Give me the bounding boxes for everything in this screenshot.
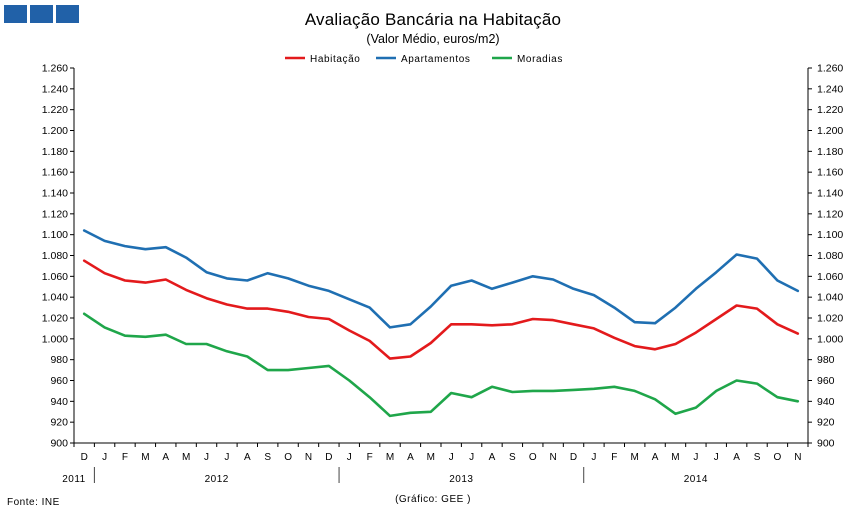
x-tick-label: O bbox=[284, 452, 292, 463]
y-tick-label: 960 bbox=[817, 375, 835, 387]
y-tick-label: 920 bbox=[817, 417, 835, 429]
x-tick-label: D bbox=[81, 452, 88, 463]
y-tick-label: 1.260 bbox=[817, 63, 843, 75]
y-tick-label: 900 bbox=[50, 438, 68, 450]
y-tick-label: 1.100 bbox=[817, 229, 843, 241]
y-tick-label: 1.240 bbox=[42, 83, 68, 95]
y-tick-label: 1.080 bbox=[42, 250, 68, 262]
year-label: 2014 bbox=[684, 474, 708, 485]
chart-credit: (Gráfico: GEE ) bbox=[395, 494, 471, 505]
x-tick-label: D bbox=[570, 452, 577, 463]
source-note: Fonte: INE bbox=[7, 497, 60, 508]
x-tick-label: M bbox=[427, 452, 435, 463]
x-tick-label: N bbox=[550, 452, 557, 463]
year-label: 2013 bbox=[449, 474, 473, 485]
y-tick-label: 1.220 bbox=[817, 104, 843, 116]
series-line-moradias bbox=[82, 312, 800, 418]
x-tick-label: D bbox=[325, 452, 332, 463]
y-tick-label: 960 bbox=[50, 375, 68, 387]
y-tick-label: 1.040 bbox=[817, 292, 843, 304]
y-tick-label: 1.200 bbox=[817, 125, 843, 137]
y-tick-label: 1.000 bbox=[42, 333, 68, 345]
year-label: 2012 bbox=[205, 474, 229, 485]
y-tick-label: 1.180 bbox=[817, 146, 843, 158]
y-tick-label: 1.060 bbox=[817, 271, 843, 283]
y-tick-label: 1.100 bbox=[42, 229, 68, 241]
y-tick-label: 920 bbox=[50, 417, 68, 429]
x-tick-label: M bbox=[141, 452, 149, 463]
y-tick-label: 1.120 bbox=[42, 208, 68, 220]
y-tick-label: 900 bbox=[817, 438, 835, 450]
y-axis-right: 900 920 940 960 980 1.000 1.020 1.040 1.060 1.080… bbox=[808, 63, 843, 450]
legend-label: Apartamentos bbox=[401, 54, 470, 65]
series-line-habitacao bbox=[82, 259, 800, 360]
logo-block bbox=[56, 5, 79, 23]
x-tick-label: J bbox=[224, 452, 229, 463]
logo-block bbox=[30, 5, 53, 23]
y-tick-label: 1.260 bbox=[42, 63, 68, 75]
x-tick-label: A bbox=[407, 452, 414, 463]
y-tick-label: 1.140 bbox=[817, 188, 843, 200]
x-tick-label: M bbox=[631, 452, 639, 463]
x-tick-label: O bbox=[529, 452, 537, 463]
chart-title: Avaliação Bancária na Habitação bbox=[304, 10, 562, 29]
series-lines bbox=[82, 229, 800, 418]
x-tick-label: F bbox=[367, 452, 373, 463]
y-tick-label: 1.120 bbox=[817, 208, 843, 220]
x-tick-label: J bbox=[693, 452, 698, 463]
y-tick-label: 1.160 bbox=[42, 167, 68, 179]
y-tick-label: 1.000 bbox=[817, 333, 843, 345]
y-tick-label: 1.200 bbox=[42, 125, 68, 137]
y-tick-label: 980 bbox=[817, 354, 835, 366]
ine-logo bbox=[4, 5, 79, 23]
x-tick-label: J bbox=[714, 452, 719, 463]
y-tick-label: 1.140 bbox=[42, 188, 68, 200]
logo-block bbox=[4, 5, 27, 23]
y-tick-label: 1.220 bbox=[42, 104, 68, 116]
y-tick-label: 980 bbox=[50, 354, 68, 366]
x-tick-label: A bbox=[733, 452, 740, 463]
y-tick-label: 1.180 bbox=[42, 146, 68, 158]
x-tick-label: M bbox=[386, 452, 394, 463]
x-tick-label: N bbox=[794, 452, 801, 463]
x-tick-label: F bbox=[122, 452, 128, 463]
series-line-apartamentos bbox=[82, 229, 800, 329]
legend: Habitação Apartamentos Moradias bbox=[285, 54, 563, 65]
x-tick-label: F bbox=[611, 452, 617, 463]
x-tick-label: J bbox=[102, 452, 107, 463]
x-tick-label: J bbox=[204, 452, 209, 463]
x-tick-label: O bbox=[774, 452, 782, 463]
legend-label: Moradias bbox=[517, 54, 563, 65]
x-tick-label: J bbox=[347, 452, 352, 463]
x-tick-label: A bbox=[244, 452, 251, 463]
x-tick-label: S bbox=[264, 452, 271, 463]
x-tick-label: M bbox=[671, 452, 679, 463]
x-tick-label: M bbox=[182, 452, 190, 463]
y-axis-left: 900 920 940 960 980 1.000 1.020 1.040 1.060 1.080… bbox=[42, 63, 74, 450]
x-tick-label: A bbox=[162, 452, 169, 463]
y-tick-label: 1.020 bbox=[42, 313, 68, 325]
y-tick-label: 940 bbox=[817, 396, 835, 408]
y-tick-label: 940 bbox=[50, 396, 68, 408]
x-tick-label: S bbox=[509, 452, 516, 463]
y-tick-label: 1.160 bbox=[817, 167, 843, 179]
y-tick-label: 1.040 bbox=[42, 292, 68, 304]
legend-label: Habitação bbox=[310, 54, 360, 65]
y-tick-label: 1.020 bbox=[817, 313, 843, 325]
x-tick-label: S bbox=[754, 452, 761, 463]
y-tick-label: 1.080 bbox=[817, 250, 843, 262]
y-tick-label: 1.060 bbox=[42, 271, 68, 283]
x-tick-label: J bbox=[449, 452, 454, 463]
x-axis: D J F M A M J J A S O N D J F M A M J J A S O N D J F M A M J J A S O N 2011… bbox=[62, 443, 809, 485]
x-tick-label: J bbox=[591, 452, 596, 463]
x-tick-label: A bbox=[489, 452, 496, 463]
x-tick-label: N bbox=[305, 452, 312, 463]
y-tick-label: 1.240 bbox=[817, 83, 843, 95]
x-tick-label: A bbox=[652, 452, 659, 463]
x-tick-label: J bbox=[469, 452, 474, 463]
chart-subtitle: (Valor Médio, euros/m2) bbox=[366, 32, 500, 46]
year-label: 2011 bbox=[62, 474, 86, 485]
